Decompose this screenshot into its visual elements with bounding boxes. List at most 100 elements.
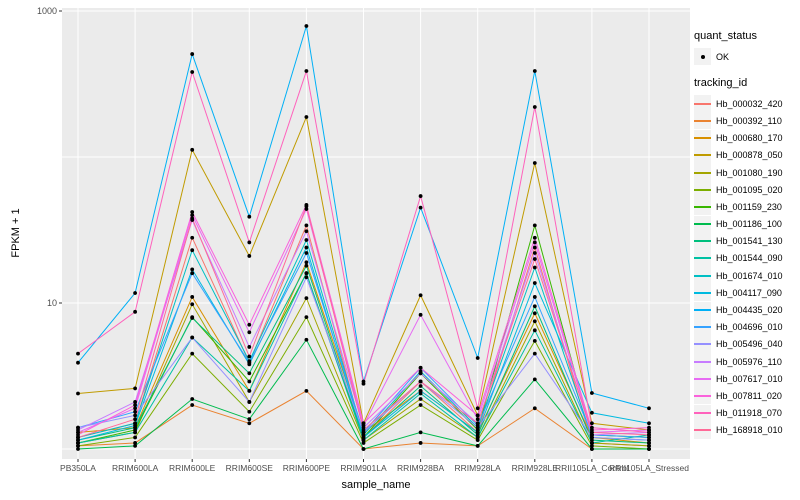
data-point xyxy=(190,235,195,240)
data-point xyxy=(475,425,480,430)
legend-item-label: Hb_000878_050 xyxy=(716,150,783,161)
legend-item-tracking: Hb_001159_230 xyxy=(694,198,800,216)
legend-line-swatch-icon xyxy=(694,154,711,157)
legend-item-tracking: Hb_001674_010 xyxy=(694,267,800,285)
x-tick-label: RRIM928LE xyxy=(511,463,558,473)
legend-line-swatch-icon xyxy=(694,360,711,363)
data-point xyxy=(76,441,80,445)
legend-item-tracking: Hb_001544_090 xyxy=(694,249,800,267)
data-point xyxy=(590,438,594,443)
y-tick-label: 10 xyxy=(46,298,57,308)
data-point xyxy=(647,425,651,430)
x-tick-label: RRIM600LE xyxy=(169,463,216,473)
data-point xyxy=(190,403,195,407)
data-point xyxy=(361,441,366,445)
data-point xyxy=(475,438,480,443)
data-point xyxy=(133,441,138,445)
legend-line-swatch-icon xyxy=(694,343,711,346)
data-point xyxy=(418,397,423,401)
y-tick-label: 1000 xyxy=(36,6,57,16)
data-point xyxy=(418,312,423,317)
legend-key xyxy=(694,370,711,388)
data-point xyxy=(475,430,480,435)
legend-title-quant-status: quant_status xyxy=(694,30,757,42)
data-point xyxy=(475,413,480,418)
data-point xyxy=(532,257,537,261)
data-point xyxy=(133,409,138,414)
legend-line-swatch-icon xyxy=(694,326,711,329)
legend-key xyxy=(694,335,711,353)
data-point xyxy=(304,223,309,228)
y-axis-title: FPKM + 1 xyxy=(10,208,22,258)
data-point xyxy=(247,240,252,245)
data-point xyxy=(418,389,423,393)
legend: quant_status OK tracking_id Hb_000032_42… xyxy=(694,30,800,439)
data-point xyxy=(304,337,309,342)
data-point xyxy=(532,351,537,356)
data-point xyxy=(304,229,309,234)
legend-line-swatch-icon xyxy=(694,412,711,415)
legend-item-label: Hb_000392_110 xyxy=(716,115,782,126)
data-point xyxy=(590,441,594,445)
data-point xyxy=(361,447,366,451)
data-point xyxy=(304,69,309,73)
data-point xyxy=(475,444,480,448)
legend-item-label: Hb_007811_020 xyxy=(716,390,782,401)
x-tick-label: RRII105LA_Control xyxy=(555,463,629,473)
data-point xyxy=(418,194,423,198)
data-point xyxy=(133,435,138,440)
legend-item-tracking: Hb_000392_110 xyxy=(694,112,800,130)
data-point xyxy=(647,432,651,437)
data-point xyxy=(304,260,309,265)
data-point xyxy=(133,430,138,435)
legend-key xyxy=(694,181,711,199)
data-point xyxy=(361,381,366,386)
legend-item-label: Hb_001544_090 xyxy=(716,253,783,264)
data-point xyxy=(475,417,480,422)
legend-line-swatch-icon xyxy=(694,102,711,105)
data-point xyxy=(247,330,252,335)
legend-line-swatch-icon xyxy=(694,429,711,432)
data-point xyxy=(647,421,651,426)
legend-line-swatch-icon xyxy=(694,291,711,294)
legend-line-swatch-icon xyxy=(694,223,711,226)
legend-line-swatch-icon xyxy=(694,394,711,397)
legend-item-label: Hb_005976_110 xyxy=(716,356,782,367)
data-point xyxy=(532,265,537,270)
legend-line-swatch-icon xyxy=(694,188,711,191)
legend-item-label: Hb_004117_090 xyxy=(716,287,782,298)
data-point xyxy=(590,391,594,395)
legend-key xyxy=(694,215,711,233)
data-point xyxy=(532,328,537,333)
legend-spacer xyxy=(694,65,800,77)
legend-line-swatch-icon xyxy=(694,274,711,277)
data-point xyxy=(590,447,594,451)
data-point xyxy=(247,379,252,384)
data-point xyxy=(247,214,252,219)
legend-key xyxy=(694,301,711,319)
data-point xyxy=(190,70,195,74)
x-tick-label: PB350LA xyxy=(60,463,96,473)
data-point xyxy=(76,438,80,443)
data-point xyxy=(590,430,594,435)
legend-item-tracking: Hb_000680_170 xyxy=(694,129,800,147)
data-point xyxy=(247,354,252,359)
legend-item-tracking: Hb_001186_100 xyxy=(694,215,800,233)
legend-item-label: Hb_000032_420 xyxy=(716,98,783,109)
legend-key xyxy=(694,249,711,267)
data-point xyxy=(361,435,366,440)
data-point xyxy=(647,438,651,443)
legend-key xyxy=(694,353,711,371)
data-point xyxy=(361,438,366,443)
data-point xyxy=(76,447,80,451)
data-point xyxy=(475,435,480,440)
data-point xyxy=(304,238,309,242)
data-point xyxy=(190,248,195,253)
legend-tracking-id-items: Hb_000032_420 Hb_000392_110 Hb_000680_170 H… xyxy=(694,95,800,439)
x-tick-label: RRIM928LA xyxy=(454,463,501,473)
data-point xyxy=(133,386,138,391)
data-point xyxy=(133,413,138,418)
data-point xyxy=(532,235,537,240)
